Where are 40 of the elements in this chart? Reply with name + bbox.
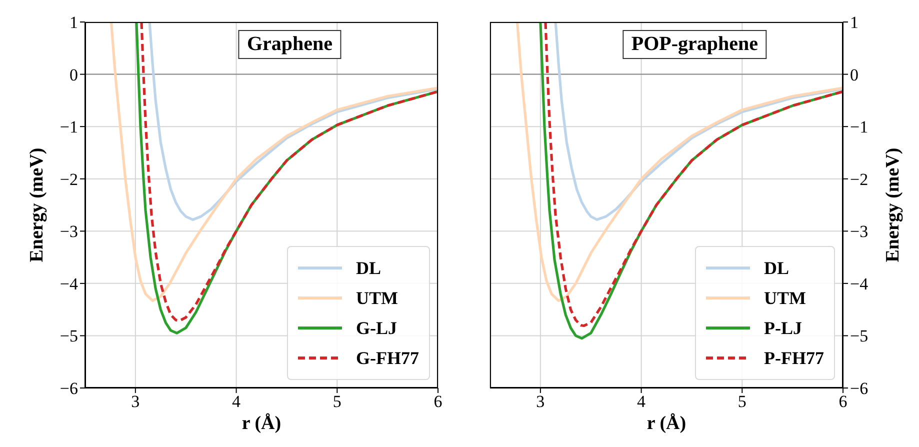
y-tick-label: −6 <box>850 379 868 398</box>
x-tick-label: 6 <box>434 392 442 412</box>
line-series <box>554 22 843 221</box>
y-tick-label: −5 <box>850 326 868 346</box>
x-tick-label: 5 <box>332 392 342 412</box>
x-tick-label: 4 <box>232 392 242 412</box>
y-tick-label: −6 <box>60 379 78 398</box>
legend-label: G-FH77 <box>356 348 419 368</box>
line-series <box>148 22 438 221</box>
x-tick-label: 6 <box>838 392 848 412</box>
y-tick-label: −1 <box>850 118 868 137</box>
legend-label: UTM <box>356 288 398 308</box>
y-tick-label: −4 <box>850 274 869 294</box>
y-tick-label: 0 <box>70 65 78 84</box>
x-tick-label: 3 <box>131 392 140 412</box>
x-axis-title: r (Å) <box>242 413 282 434</box>
legend-label: P-FH77 <box>764 348 824 368</box>
y-axis-title: Energy (meV) <box>882 148 904 262</box>
y-axis-title: Energy (meV) <box>26 148 48 262</box>
y-tick-label: −2 <box>60 170 78 189</box>
text: POP-graphene <box>622 30 768 59</box>
x-axis-title: r (Å) <box>646 413 686 434</box>
y-tick-label: −4 <box>60 274 78 294</box>
x-tick-label: 4 <box>637 392 646 412</box>
x-tick-label: 5 <box>738 392 746 412</box>
legend-label: DL <box>356 258 382 278</box>
y-tick-label: −2 <box>850 170 868 189</box>
y-tick-label: −3 <box>850 222 868 242</box>
legend-label: G-LJ <box>356 318 398 338</box>
y-tick-label: −3 <box>60 222 78 242</box>
y-tick-label: −1 <box>60 118 78 137</box>
y-tick-label: 0 <box>850 65 858 84</box>
legend-label: DL <box>764 258 790 278</box>
text: Graphene <box>238 30 342 59</box>
y-tick-label: −5 <box>60 326 78 346</box>
y-tick-label: 1 <box>850 13 858 32</box>
legend-label: UTM <box>764 288 806 308</box>
y-tick-label: 1 <box>70 13 78 32</box>
x-tick-label: 3 <box>536 392 545 412</box>
legend-label: P-LJ <box>764 318 802 338</box>
